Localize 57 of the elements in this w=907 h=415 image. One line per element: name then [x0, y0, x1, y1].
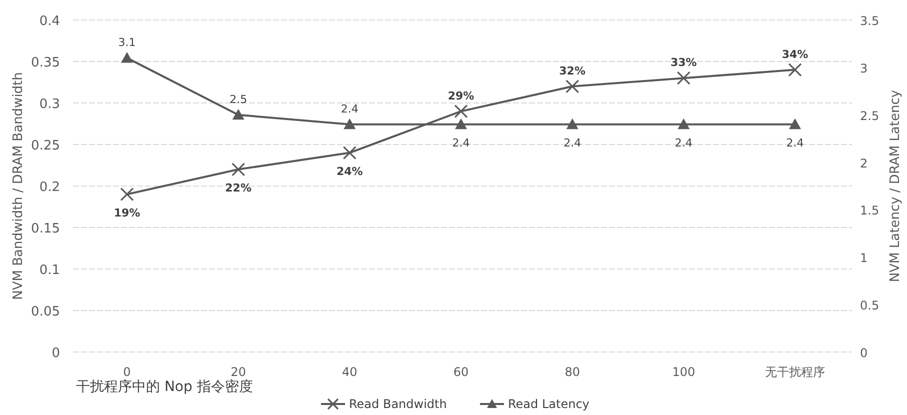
y-tick-label: 0 [52, 346, 60, 361]
x-tick-label: 无干扰程序 [765, 365, 825, 379]
y2-tick-label: 2.5 [860, 108, 880, 123]
y-tick-label: 0.3 [39, 97, 60, 112]
data-label: 2.4 [340, 102, 358, 116]
y2-tick-label: 0.5 [860, 298, 880, 313]
y-tick-label: 0.25 [31, 138, 60, 154]
y-tick-label: 0.05 [31, 304, 60, 320]
y2-axis-title: NVM Latency / DRAM Latency [888, 90, 903, 282]
data-label: 3.1 [118, 36, 136, 49]
y-tick-label: 0.2 [39, 180, 60, 195]
point [232, 162, 246, 176]
data-label: 32% [559, 64, 586, 78]
data-label: 34% [782, 48, 808, 61]
point [566, 80, 580, 94]
x-tick-label: 0 [123, 365, 131, 379]
x-tick-label: 40 [342, 365, 358, 379]
data-label: 22% [225, 181, 252, 194]
data-label: 2.5 [230, 92, 248, 106]
x-tick-label: 80 [564, 365, 580, 379]
x-axis-title: 干扰程序中的 Nop 指令密度 [76, 379, 253, 395]
data-label: 29% [448, 89, 474, 102]
data-label: 24% [336, 164, 363, 178]
y-axis-title: NVM Bandwidth / DRAM Bandwidth [11, 72, 26, 300]
y-tick-label: 0.1 [39, 263, 60, 278]
point [789, 118, 801, 130]
point [232, 108, 244, 120]
legend-label: Read Bandwidth [349, 397, 447, 411]
legend-label: Read Latency [508, 397, 590, 411]
point [454, 104, 468, 118]
y2-tick-label: 2 [860, 156, 868, 170]
point [678, 118, 690, 130]
data-label: 2.4 [564, 136, 582, 150]
point [566, 118, 578, 130]
x-tick-label: 100 [672, 365, 696, 379]
point [120, 188, 134, 202]
point [788, 63, 802, 77]
x-tick-label: 20 [230, 365, 246, 379]
y2-tick-label: 3 [860, 61, 868, 76]
point [121, 52, 133, 63]
y2-tick-label: 1.5 [860, 204, 880, 218]
data-label: 2.4 [786, 136, 804, 150]
point [676, 71, 690, 85]
data-label: 33% [670, 56, 697, 70]
data-label: 19% [114, 206, 140, 220]
y2-tick-label: 3.5 [860, 14, 880, 28]
y-tick-label: 0.4 [39, 14, 60, 29]
data-label: 2.4 [452, 136, 470, 150]
y2-tick-label: 1 [860, 251, 868, 266]
y-tick-label: 0.15 [31, 222, 60, 236]
data-label: 2.4 [674, 136, 692, 150]
y2-tick-label: 0 [860, 346, 868, 360]
point [344, 118, 356, 130]
point [342, 146, 356, 160]
x-tick-label: 60 [453, 365, 469, 379]
y-tick-label: 0.35 [31, 56, 60, 70]
point [455, 118, 467, 130]
